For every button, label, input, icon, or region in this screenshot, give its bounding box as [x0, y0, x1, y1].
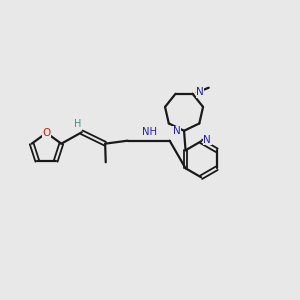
Text: NH: NH [142, 127, 157, 137]
Text: N: N [203, 135, 211, 145]
Text: O: O [42, 128, 51, 138]
Text: N: N [173, 126, 180, 136]
Text: H: H [74, 119, 81, 129]
Text: N: N [196, 87, 204, 97]
